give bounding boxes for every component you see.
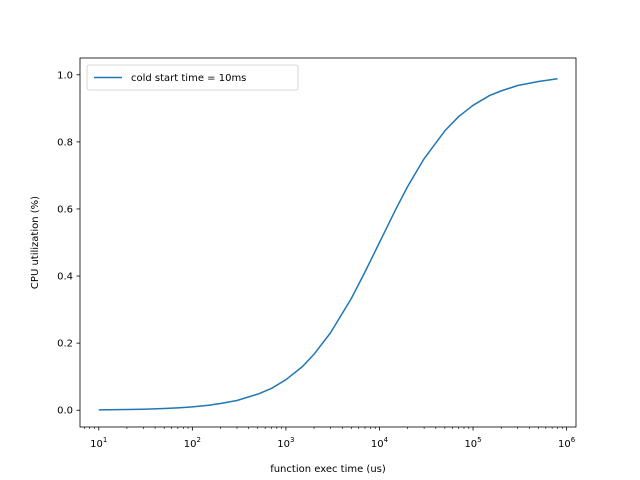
x-tick-label: 103: [277, 436, 294, 450]
y-tick-label: 0.0: [57, 406, 73, 417]
y-axis-ticks: 0.0 0.2 0.4 0.6 0.8 1.0: [57, 70, 80, 417]
y-tick-label: 0.4: [57, 272, 73, 283]
x-tick-label: 102: [184, 436, 201, 450]
plot-frame: [79, 57, 577, 428]
x-axis-ticks: 101 102 103 104 105 106: [83, 427, 576, 450]
legend-label: cold start time = 10ms: [131, 73, 246, 84]
x-tick-label: 104: [371, 436, 389, 450]
series-layer: [98, 78, 558, 411]
legend-box: [86, 64, 299, 91]
y-tick-label: 0.6: [57, 204, 73, 215]
x-tick-label: 105: [464, 436, 481, 450]
y-tick-label: 0.8: [57, 137, 73, 148]
plot-area: [80, 58, 576, 427]
x-tick-label: 101: [90, 436, 107, 450]
y-tick-label: 0.2: [57, 339, 73, 350]
legend: cold start time = 10ms: [86, 64, 299, 91]
series-line-0: [98, 78, 558, 411]
y-axis-label: CPU utilization (%): [30, 196, 41, 289]
x-axis-label: function exec time (us): [270, 464, 386, 475]
x-tick-label: 106: [558, 436, 576, 450]
y-tick-label: 1.0: [57, 70, 73, 81]
